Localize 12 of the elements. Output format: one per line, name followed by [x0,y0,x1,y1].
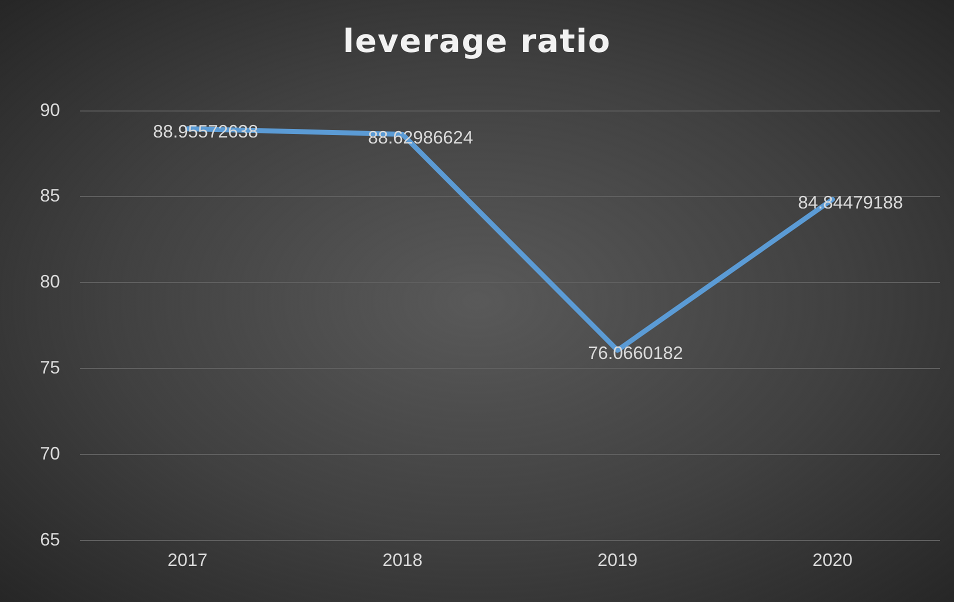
y-tick-label: 65 [40,529,60,550]
x-tick-label: 2019 [597,550,638,570]
y-tick-label: 70 [40,443,60,464]
x-tick-label: 2020 [812,550,853,570]
chart-title: leverage ratio [342,22,612,60]
y-tick-label: 85 [40,186,60,206]
y-tick-label: 80 [40,272,60,292]
data-label: 76.0660182 [588,343,684,364]
y-tick-label: 90 [40,100,60,120]
x-tick-label: 2018 [382,550,423,570]
x-tick-label: 2017 [167,550,208,570]
y-tick-label: 75 [40,358,60,378]
